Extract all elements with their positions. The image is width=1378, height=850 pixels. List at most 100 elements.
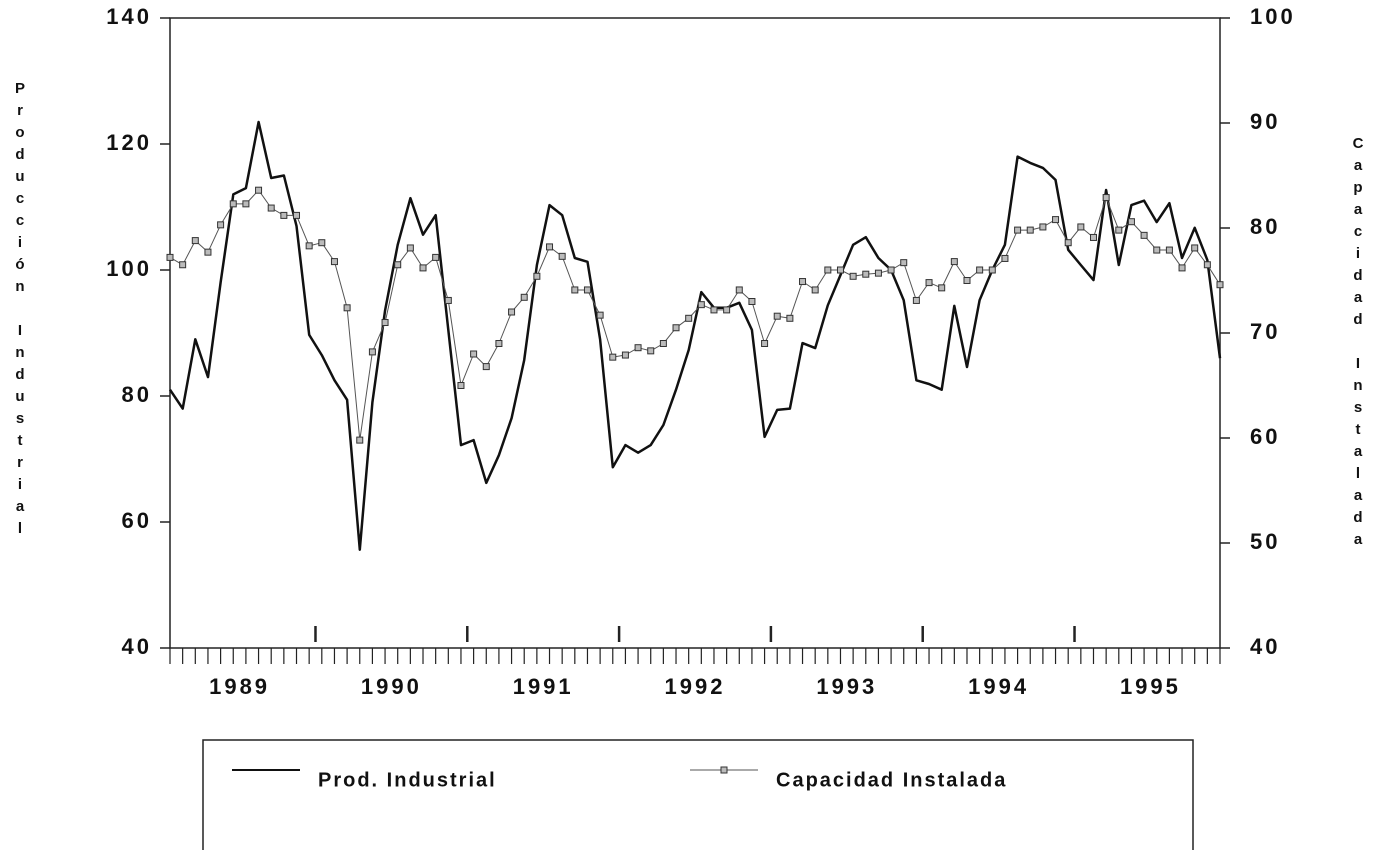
point-marker [267,204,275,212]
point-marker [166,253,174,261]
x-tick-label: 1993 [816,674,877,699]
legend-marker [720,766,728,774]
point-marker [735,286,743,294]
point-marker [533,272,541,280]
point-marker [318,239,326,247]
point-marker [558,252,566,260]
point-marker [1216,281,1224,289]
point-marker [862,270,870,278]
point-marker [1165,246,1173,254]
point-marker [799,278,807,286]
y2-tick-label: 70 [1250,319,1280,344]
x-tick-label: 1995 [1120,674,1181,699]
point-marker [912,296,920,304]
legend-label: Capacidad Instalada [776,769,1007,791]
y2-axis-label: Capacidad Instalada [1350,135,1367,553]
y-tick-label: 140 [106,4,152,29]
point-marker [520,293,528,301]
point-marker [394,261,402,269]
point-marker [179,261,187,269]
y2-tick-label: 50 [1250,529,1280,554]
y-tick-label: 40 [122,634,152,659]
point-marker [1039,223,1047,231]
point-marker [419,264,427,272]
point-marker [217,221,225,229]
point-marker [710,306,718,314]
point-marker [1014,226,1022,234]
point-marker [583,286,591,294]
point-marker [761,340,769,347]
point-marker [191,237,199,245]
point-marker [887,266,895,274]
point-marker [280,211,288,219]
point-marker [900,259,908,267]
y-tick-label: 60 [122,508,152,533]
point-marker [938,284,946,292]
x-tick-label: 1989 [209,674,270,699]
point-marker [457,382,465,389]
point-marker [444,296,452,304]
x-tick-label: 1994 [968,674,1029,699]
legend-label: Prod. Industrial [318,769,497,791]
y2-tick-label: 100 [1250,4,1296,29]
point-marker [343,304,351,312]
series-line [169,189,1221,441]
point-marker [1115,226,1123,234]
point-marker [571,286,579,294]
point-marker [874,269,882,277]
point-marker [381,319,389,326]
point-marker [1052,216,1060,224]
y-tick-label: 100 [106,256,152,281]
y2-tick-label: 40 [1250,634,1280,659]
x-tick-label: 1990 [361,674,422,699]
point-marker [470,350,478,358]
point-marker [963,277,971,284]
y2-tick-label: 60 [1250,424,1280,449]
point-marker [621,351,629,359]
point-marker [849,272,857,280]
point-marker [723,306,731,314]
point-marker [1026,226,1034,234]
point-marker [976,266,984,274]
point-marker [697,301,705,309]
point-marker [1178,264,1186,272]
x-tick-label: 1992 [665,674,726,699]
point-marker [229,200,237,208]
point-marker [368,348,376,356]
point-marker [596,311,604,319]
point-marker [406,244,414,252]
x-tick-label: 1991 [513,674,574,699]
point-marker [432,253,440,261]
point-marker [356,436,364,444]
point-marker [1153,246,1161,254]
point-marker [647,347,655,355]
point-marker [950,258,958,266]
point-marker [634,344,642,352]
point-marker [748,298,756,305]
point-marker [508,308,516,316]
plot-frame [169,17,1221,649]
point-marker [495,340,503,347]
point-marker [255,186,263,194]
point-marker [773,312,781,320]
point-marker [1203,261,1211,269]
point-marker [811,286,819,294]
point-marker [836,266,844,274]
point-marker [609,353,617,361]
y-tick-label: 80 [122,382,152,407]
point-marker [204,248,212,256]
y2-tick-label: 90 [1250,109,1280,134]
point-marker [1127,218,1135,226]
point-marker [293,211,301,219]
point-marker [1077,223,1085,231]
point-marker [1001,254,1009,262]
point-marker [1102,194,1110,202]
y-axis-label: Producción Industrial [12,80,29,542]
point-marker [988,266,996,274]
point-marker [546,243,554,251]
point-marker [925,279,933,287]
point-marker [330,258,338,266]
point-marker [786,314,794,322]
point-marker [1089,233,1097,241]
